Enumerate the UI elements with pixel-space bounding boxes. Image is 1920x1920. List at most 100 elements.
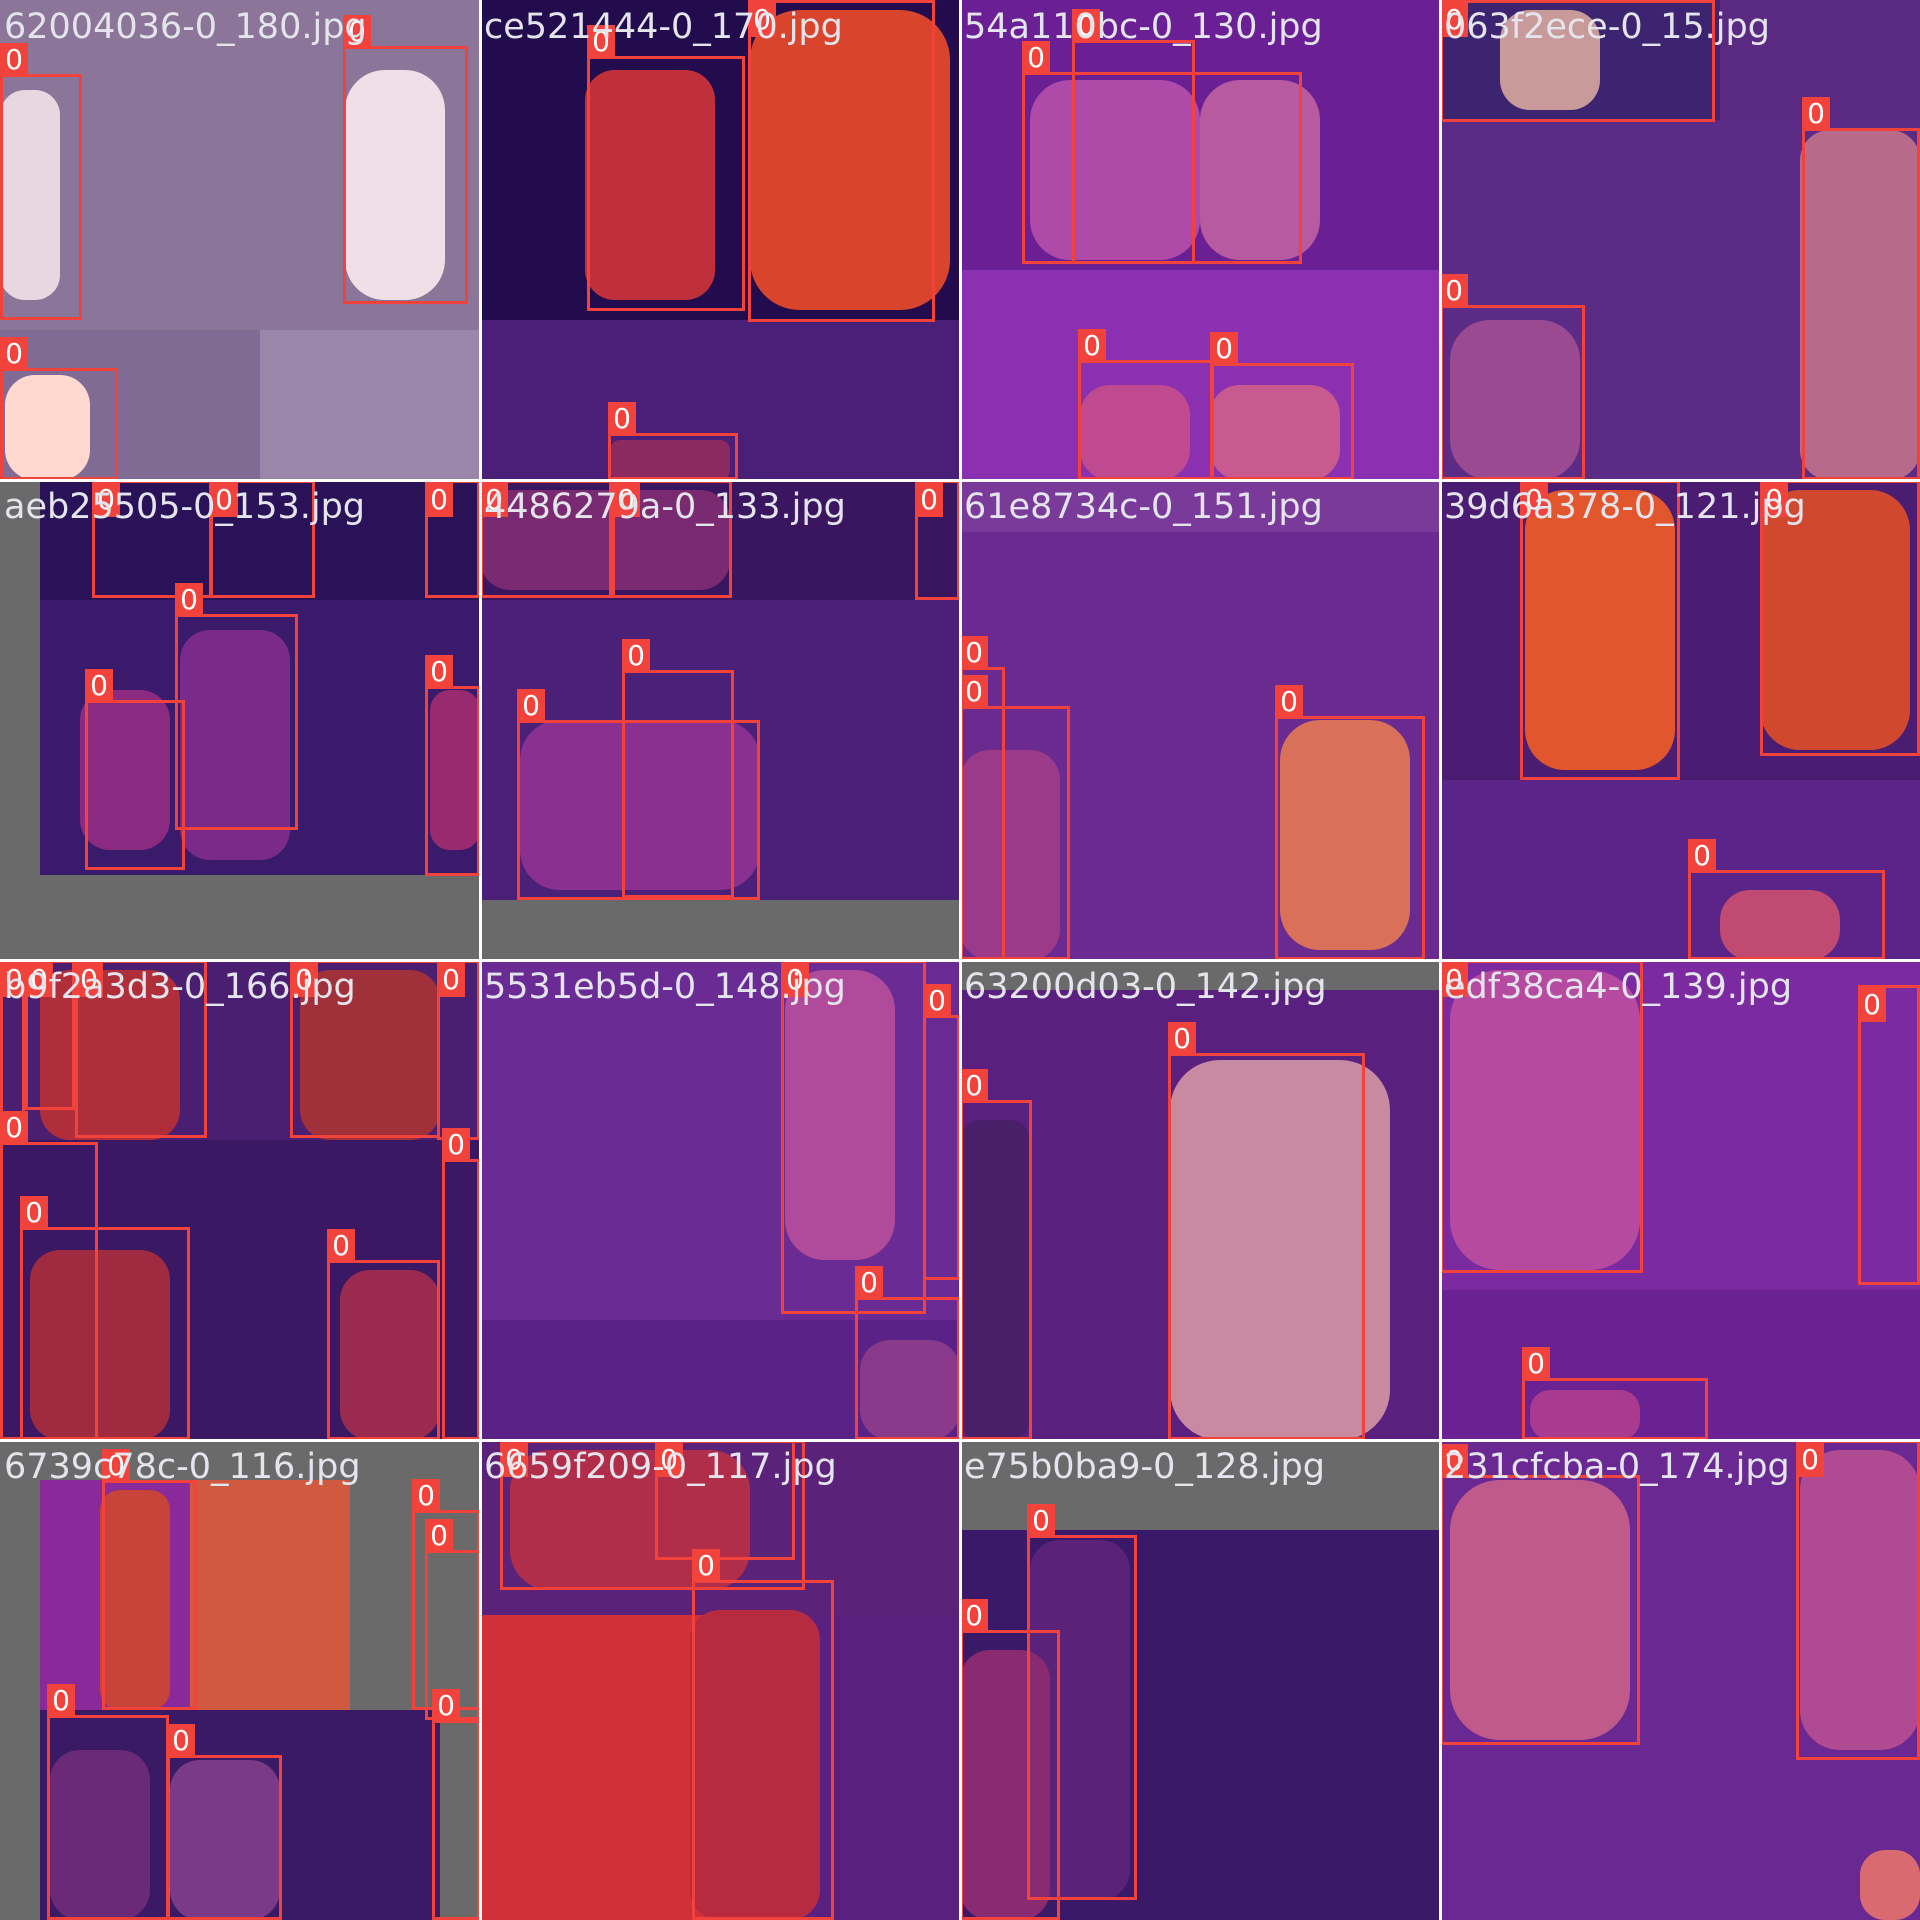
tile-divider bbox=[0, 959, 1920, 962]
filename-label: 63200d03-0_142.jpg bbox=[964, 967, 1327, 1007]
class-label: 0 bbox=[692, 1549, 720, 1583]
bounding-box: 0 bbox=[1522, 1347, 1708, 1440]
image-region bbox=[430, 690, 480, 850]
class-label: 0 bbox=[425, 655, 453, 689]
filename-label: b9f2a3d3-0_166.jpg bbox=[4, 967, 356, 1007]
image-region bbox=[50, 1750, 150, 1920]
thermal-image bbox=[1440, 0, 1920, 480]
class-label: 0 bbox=[425, 483, 453, 517]
class-label: 0 bbox=[432, 1689, 460, 1723]
bounding-box: 0 bbox=[1688, 839, 1885, 960]
class-label: 0 bbox=[47, 1684, 75, 1718]
image-tile: 0 0 0 0 0 0 0 0 0 b9f2a3d3-0_166.jpg bbox=[0, 960, 480, 1440]
image-region bbox=[480, 490, 730, 590]
image-tile: 0 0 0 0 0 0 6739c78c-0_116.jpg bbox=[0, 1440, 480, 1920]
class-label: 0 bbox=[1078, 329, 1106, 363]
filename-label: 62004036-0_180.jpg bbox=[4, 7, 367, 47]
thermal-image bbox=[960, 480, 1440, 960]
bounding-box: 0 bbox=[1027, 1504, 1137, 1900]
bounding-box: 0 bbox=[1440, 274, 1585, 480]
class-label: 0 bbox=[0, 963, 28, 997]
class-label: 0 bbox=[167, 1724, 195, 1758]
class-label: 0 bbox=[0, 337, 28, 371]
class-label: 0 bbox=[622, 639, 650, 673]
filename-label: 063f2ece-0_15.jpg bbox=[1444, 7, 1770, 47]
class-label: 0 bbox=[1796, 1443, 1824, 1477]
class-label: 0 bbox=[855, 1266, 883, 1300]
class-label: 0 bbox=[1858, 988, 1886, 1022]
bounding-box: 0 bbox=[1802, 97, 1920, 480]
image-tile: 0 0 0 62004036-0_180.jpg bbox=[0, 0, 480, 480]
bounding-box: 0 bbox=[425, 655, 480, 876]
class-label: 0 bbox=[960, 1069, 988, 1103]
thermal-image bbox=[960, 960, 1440, 1440]
thermal-image bbox=[480, 480, 960, 960]
class-label: 0 bbox=[175, 583, 203, 617]
image-region bbox=[480, 900, 960, 960]
image-region bbox=[100, 1490, 170, 1710]
image-region bbox=[860, 1340, 960, 1440]
image-region bbox=[520, 720, 760, 890]
class-label: 0 bbox=[587, 25, 615, 59]
image-region bbox=[345, 70, 445, 300]
filename-label: 6739c78c-0_116.jpg bbox=[4, 1447, 361, 1487]
class-label: 0 bbox=[20, 1196, 48, 1230]
image-region bbox=[0, 90, 60, 300]
bounding-box: 0 bbox=[517, 689, 760, 900]
bounding-box: 0 bbox=[20, 1196, 190, 1440]
filename-label: 5531eb5d-0_148.jpg bbox=[484, 967, 846, 1007]
class-label: 0 bbox=[85, 669, 113, 703]
image-region bbox=[1440, 1290, 1920, 1440]
tile-divider bbox=[1439, 0, 1442, 1920]
class-label: 0 bbox=[1760, 483, 1788, 517]
class-label: 0 bbox=[290, 963, 318, 997]
class-label: 0 bbox=[781, 963, 809, 997]
bounding-box: 0 bbox=[748, 0, 935, 322]
image-region bbox=[30, 1250, 170, 1440]
thermal-image bbox=[960, 1440, 1440, 1920]
bounding-box: 0 bbox=[960, 1069, 1032, 1440]
image-region bbox=[1450, 320, 1580, 480]
image-region bbox=[340, 1270, 440, 1440]
image-region bbox=[1030, 80, 1200, 260]
image-region bbox=[1280, 720, 1410, 950]
image-region bbox=[80, 690, 170, 850]
image-region bbox=[1800, 130, 1920, 480]
image-tile: 0 0 231cfcba-0_174.jpg bbox=[1440, 1440, 1920, 1920]
class-label: 0 bbox=[1440, 274, 1468, 308]
bounding-box: 0 bbox=[915, 480, 960, 600]
thermal-image bbox=[0, 1440, 480, 1920]
image-region bbox=[585, 70, 715, 300]
class-label: 0 bbox=[75, 963, 103, 997]
image-tile: 0 0 0 063f2ece-0_15.jpg bbox=[1440, 0, 1920, 480]
filename-label: e75b0ba9-0_128.jpg bbox=[964, 1447, 1325, 1487]
class-label: 0 bbox=[1802, 97, 1830, 131]
class-label: 0 bbox=[0, 1111, 28, 1145]
filename-label: 39d6a378-0_121.jpg bbox=[1444, 487, 1806, 527]
class-label: 0 bbox=[923, 984, 951, 1018]
class-label: 0 bbox=[1027, 1504, 1055, 1538]
class-label: 0 bbox=[0, 43, 28, 77]
image-region bbox=[610, 440, 730, 480]
image-region bbox=[960, 960, 1440, 990]
class-label: 0 bbox=[517, 689, 545, 723]
class-label: 0 bbox=[915, 483, 943, 517]
bounding-box: 0 bbox=[692, 1549, 834, 1920]
bounding-box: 0 bbox=[0, 337, 118, 480]
image-region bbox=[1760, 490, 1910, 750]
image-region bbox=[180, 630, 290, 860]
bounding-box: 0 bbox=[167, 1724, 282, 1920]
image-tile: 0 0 0 ce521444-0_170.jpg bbox=[480, 0, 960, 480]
tile-divider bbox=[0, 1439, 1920, 1442]
bounding-box: 0 bbox=[1210, 332, 1354, 480]
image-tile: 0 0 e75b0ba9-0_128.jpg bbox=[960, 1440, 1440, 1920]
class-label: 0 bbox=[442, 1128, 470, 1162]
bounding-box: 0 bbox=[1072, 9, 1195, 264]
bounding-box: 0 bbox=[608, 402, 738, 480]
class-label: 0 bbox=[1522, 1347, 1550, 1381]
class-label: 0 bbox=[480, 483, 508, 517]
thermal-image bbox=[0, 0, 480, 480]
class-label: 0 bbox=[960, 1599, 988, 1633]
class-label: 0 bbox=[412, 1479, 440, 1513]
